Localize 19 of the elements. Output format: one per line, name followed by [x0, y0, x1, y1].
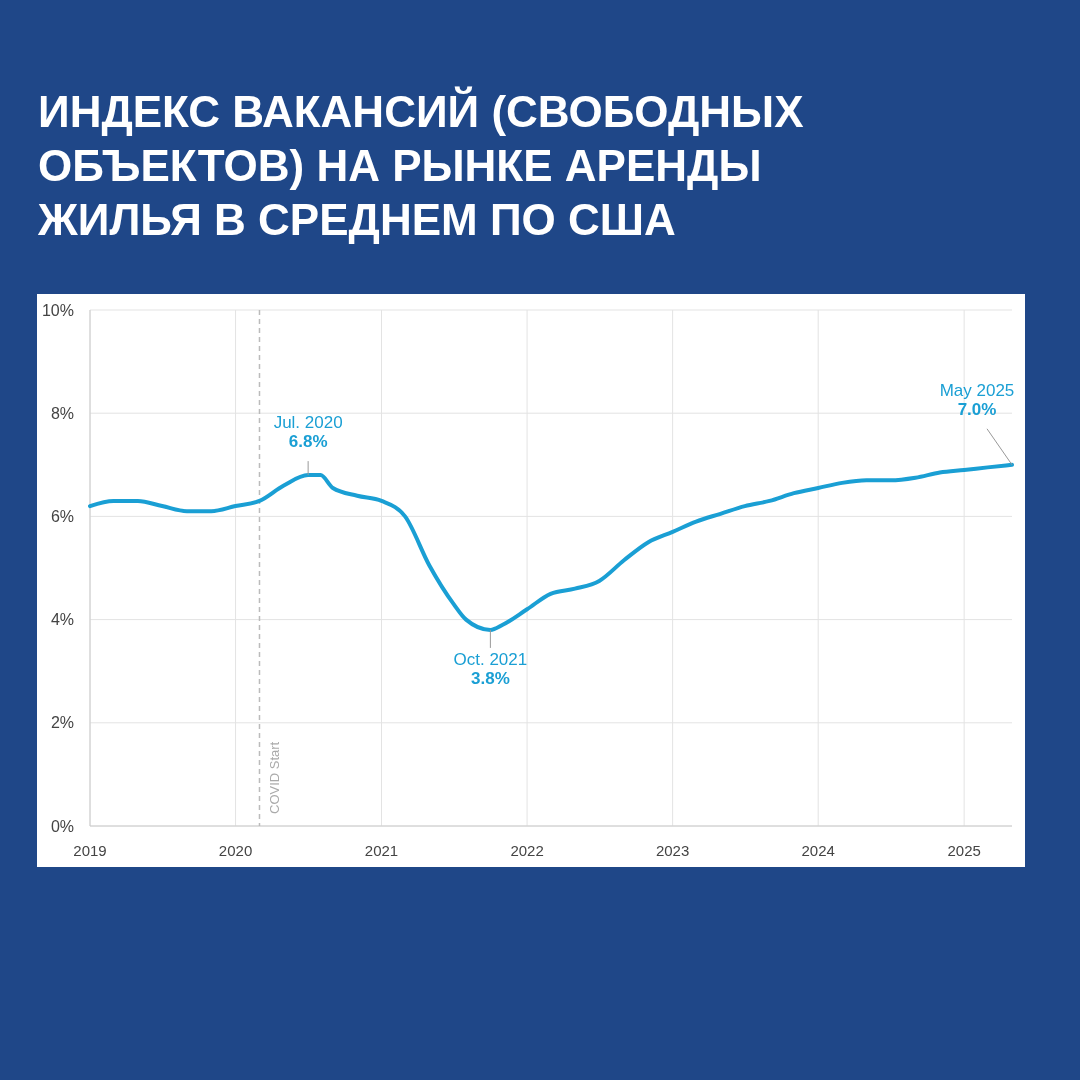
y-tick-label: 4%	[50, 611, 74, 629]
annotation: Jul. 2020 6.8%	[273, 413, 343, 452]
annotation: Oct. 2021 3.8%	[453, 649, 528, 688]
x-tick-label: 2023	[655, 842, 690, 859]
x-tick-label: 2019	[73, 842, 107, 859]
x-tick-label: 2022	[510, 842, 544, 859]
chart-title: ИНДЕКС ВАКАНСИЙ (СВОБОДНЫХ ОБЪЕКТОВ) НА РЫНКЕ АРЕНДЫ ЖИЛЬЯ В СРЕДНЕМ ПО США	[37, 86, 804, 244]
y-tick-label: 0%	[50, 817, 74, 835]
line-series	[88, 462, 1014, 632]
y-tick-label: 2%	[50, 714, 74, 732]
y-tick-label: 6%	[50, 508, 74, 525]
annotation: May 2025 7.0%	[939, 380, 1015, 419]
y-tick-label: 10%	[41, 301, 74, 319]
x-tick-label: 2021	[364, 842, 399, 859]
x-tick-label: 2020	[218, 842, 253, 859]
x-tick-label: 2025	[947, 842, 981, 859]
y-tick-label: 8%	[50, 404, 74, 422]
x-tick-label: 2024	[801, 842, 835, 859]
ref-line-label: COVID Start	[267, 741, 283, 814]
